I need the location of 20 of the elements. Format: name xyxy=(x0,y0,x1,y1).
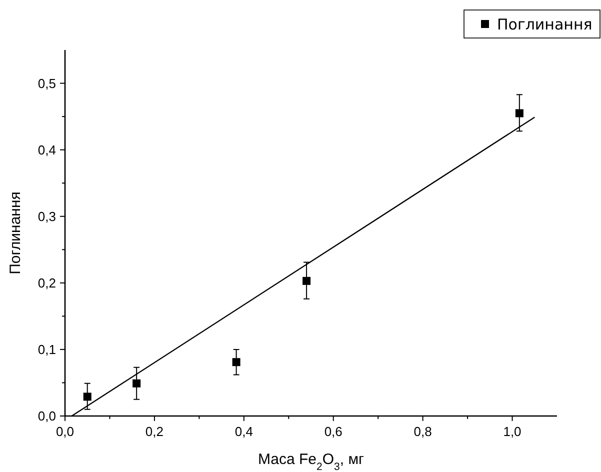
point xyxy=(515,109,524,118)
x-axis-title: Маса Fe$_{2}$O$_{3}$, мг xyxy=(258,451,365,472)
x-tick-label: 0,2 xyxy=(145,424,164,439)
x-tick-label: 0,4 xyxy=(234,424,253,439)
point xyxy=(232,358,240,366)
x-tick-label: 0,6 xyxy=(324,424,342,439)
y-tick-label: 0,0 xyxy=(38,408,56,424)
y-tick-label: 0,2 xyxy=(38,275,56,290)
point xyxy=(83,392,92,401)
y-tick-label: 0,5 xyxy=(38,76,56,91)
y-axis-title: Поглинання xyxy=(7,192,24,274)
y-tick-label: 0,4 xyxy=(38,142,56,158)
x-tick-label: 0,0 xyxy=(56,424,74,439)
y-tick-label: 0,1 xyxy=(38,342,56,358)
x-tick-label: 1,0 xyxy=(503,424,522,439)
y-tick-label: 0,3 xyxy=(38,208,56,224)
point xyxy=(302,276,311,285)
legend-label: Поглинання xyxy=(497,15,592,34)
x-tick-label: 0,8 xyxy=(414,424,432,439)
point xyxy=(132,379,141,388)
